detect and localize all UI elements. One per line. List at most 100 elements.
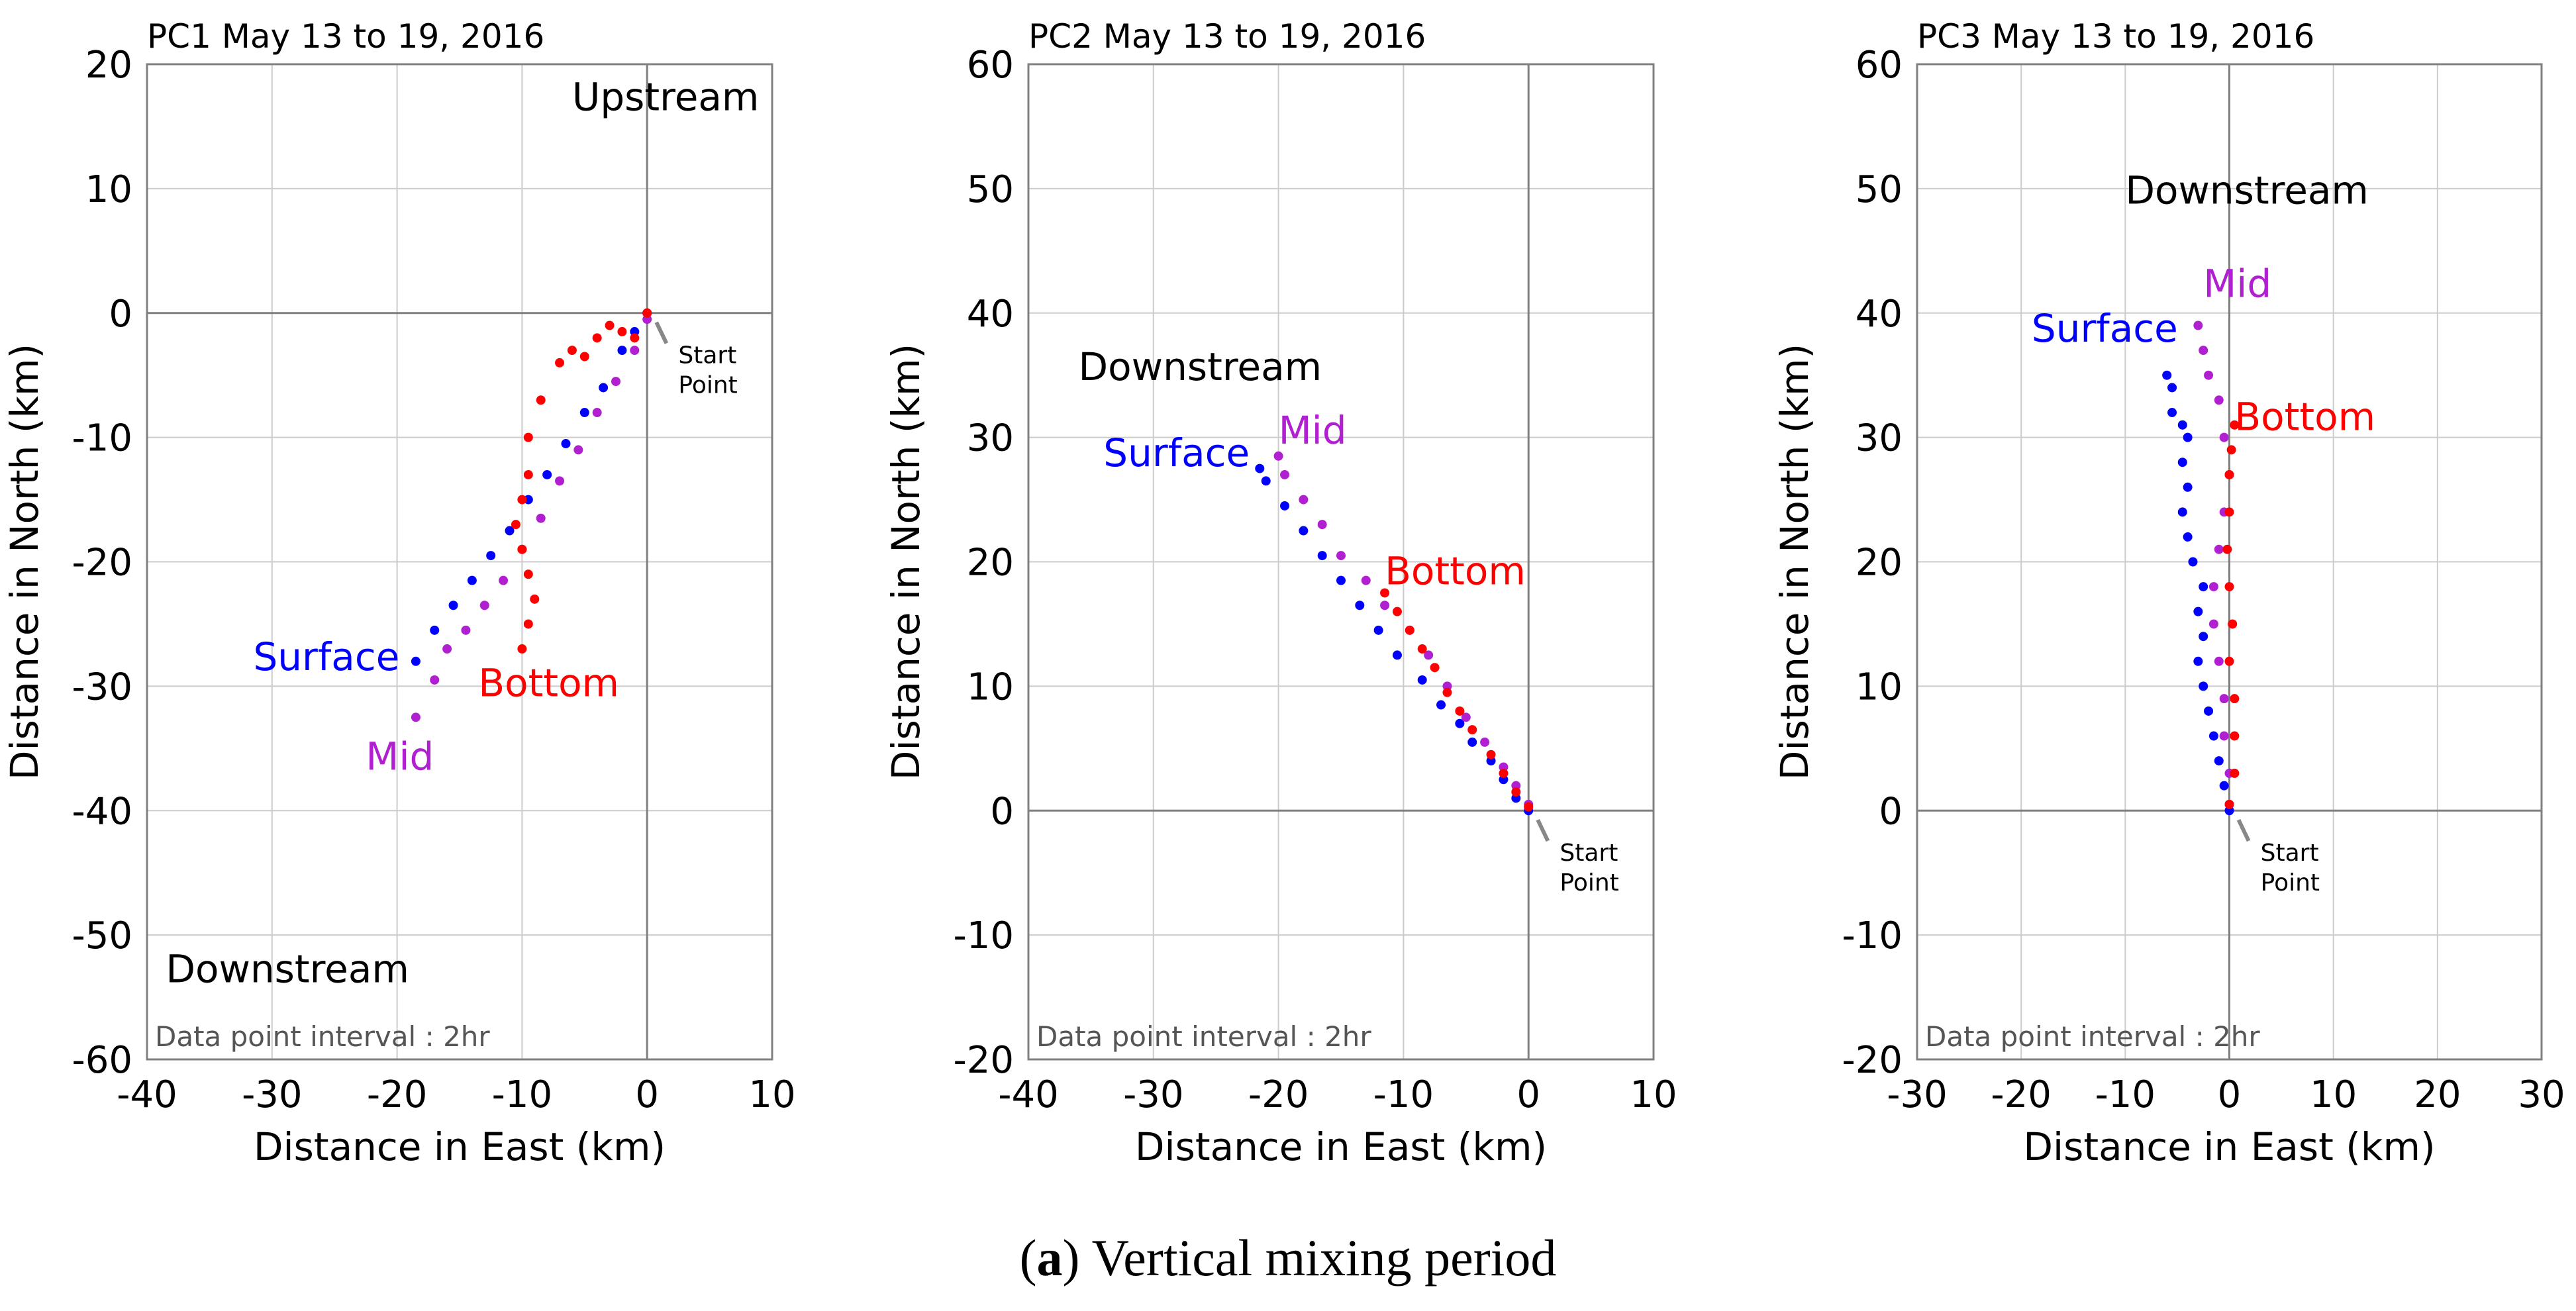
- pc3-mid-point: [2219, 731, 2229, 741]
- pc3-y-tick-label: -20: [1842, 1039, 1903, 1082]
- pc1-y-tick-label: 0: [109, 293, 132, 336]
- pc1-start-label-line2: Point: [678, 372, 737, 399]
- pc3-bottom-point: [2230, 768, 2240, 778]
- pc1-x-axis-label: Distance in East (km): [254, 1124, 666, 1169]
- pc1-bottom-point: [511, 520, 520, 530]
- pc3-bottom-series-label: Bottom: [2234, 394, 2375, 439]
- pc3-start-label-line1: Start: [2261, 840, 2319, 867]
- pc3-region-annotation: Downstream: [2125, 168, 2369, 213]
- pc2-bottom-point: [1430, 663, 1440, 673]
- pc1-y-tick-label: -20: [72, 542, 132, 585]
- pc2-surface-point: [1261, 476, 1271, 486]
- pc1-surface-point: [430, 625, 440, 635]
- pc3-start-label-line2: Point: [2261, 869, 2320, 897]
- pc1-bottom-point: [579, 352, 589, 362]
- pc3-surface-point: [2193, 656, 2203, 666]
- pc2-mid-series-label: Mid: [1279, 408, 1347, 453]
- pc2-start-label-line2: Point: [1560, 869, 1618, 897]
- pc2-surface-point: [1455, 718, 1465, 728]
- pc2-y-tick-label: 40: [967, 293, 1014, 336]
- pc3-bottom-point: [2230, 731, 2240, 741]
- pc1-x-tick-label: 0: [635, 1073, 659, 1116]
- pc3-bottom-point: [2230, 694, 2240, 704]
- pc1-interval-note: Data point interval : 2hr: [155, 1020, 490, 1053]
- pc2-y-tick-label: 10: [967, 665, 1014, 708]
- pc2-start-label-line1: Start: [1560, 840, 1618, 867]
- pc1-mid-point: [536, 513, 546, 523]
- pc2-surface-point: [1355, 601, 1365, 610]
- pc2-bottom-point: [1486, 750, 1496, 759]
- pc1-region-annotation: Downstream: [166, 947, 409, 992]
- pc2-y-axis-label: Distance in North (km): [883, 344, 928, 780]
- pc3-bottom-point: [2224, 507, 2234, 517]
- pc3-bottom-point: [2230, 420, 2240, 430]
- pc3-y-axis-label: Distance in North (km): [1772, 344, 1817, 780]
- pc3-surface-point: [2204, 706, 2214, 716]
- pc1-bottom-point: [517, 544, 527, 554]
- pc3-surface-point: [2199, 681, 2208, 691]
- pc1-bottom-point: [523, 469, 533, 479]
- pc2-mid-point: [1336, 551, 1346, 561]
- pc3-surface-point: [2183, 482, 2193, 492]
- pc2-bottom-point: [1455, 706, 1465, 716]
- pc2-x-tick-label: -30: [1123, 1073, 1183, 1116]
- pc1-bottom-point: [530, 594, 540, 604]
- pc3-x-tick-label: -20: [1991, 1073, 2051, 1116]
- pc1-surface-point: [411, 656, 421, 666]
- pc2-mid-point: [1361, 575, 1371, 585]
- pc1-mid-point: [479, 601, 489, 610]
- pc1-surface-point: [561, 439, 571, 449]
- pc1-mid-point: [499, 575, 509, 585]
- pc3-surface-point: [2193, 607, 2203, 616]
- pc1-bottom-point: [567, 346, 577, 356]
- pc3-y-tick-label: 30: [1856, 417, 1903, 460]
- pc1-surface-point: [617, 346, 627, 356]
- pc1-bottom-point: [536, 395, 546, 405]
- pc2-bottom-point: [1499, 768, 1509, 778]
- pc2-mid-point: [1273, 451, 1283, 461]
- pc2-mid-point: [1317, 520, 1327, 530]
- pc2-region-annotation: Downstream: [1079, 344, 1322, 389]
- pc1-bottom-point: [523, 432, 533, 442]
- pc3-x-tick-label: 20: [2414, 1073, 2461, 1116]
- pc2-y-tick-label: 30: [967, 417, 1014, 460]
- pc3-y-tick-label: 0: [1879, 790, 1903, 833]
- pc2-mid-point: [1480, 737, 1490, 747]
- pc2-bottom-point: [1405, 625, 1414, 635]
- pc1-plot-frame: [146, 63, 773, 1061]
- pc2-y-tick-label: 60: [967, 44, 1014, 87]
- pc2-mid-point: [1299, 495, 1309, 505]
- pc1-title: PC1 May 13 to 19, 2016: [147, 17, 544, 56]
- pc2-interval-note: Data point interval : 2hr: [1036, 1020, 1371, 1053]
- pc2-surface-point: [1280, 501, 1290, 510]
- pc2-y-tick-label: 20: [967, 542, 1014, 585]
- pc1-y-tick-label: -40: [72, 790, 132, 833]
- pc2-surface-point: [1336, 575, 1346, 585]
- pc3-surface-point: [2177, 458, 2187, 467]
- pc3-surface-point: [2214, 756, 2224, 766]
- pc1-x-tick-label: -30: [242, 1073, 302, 1116]
- pc1-y-tick-label: 10: [85, 168, 132, 211]
- pc1-bottom-series-label: Bottom: [478, 660, 619, 705]
- pc3-x-tick-label: 0: [2218, 1073, 2242, 1116]
- pc3-surface-point: [2183, 532, 2193, 542]
- pc3-x-tick-label: 10: [2310, 1073, 2357, 1116]
- pc3-bottom-point: [2228, 619, 2238, 629]
- pc1-mid-point: [592, 408, 602, 418]
- pc3-bottom-point: [2222, 544, 2232, 554]
- pc3-mid-point: [2208, 619, 2218, 629]
- pc1-region-annotation: Upstream: [572, 75, 760, 120]
- pc2-y-tick-label: -20: [954, 1039, 1014, 1082]
- pc1-mid-series-label: Mid: [366, 734, 434, 779]
- pc3-surface-series-label: Surface: [2032, 306, 2178, 351]
- pc1-surface-point: [599, 383, 609, 393]
- pc3-surface-point: [2167, 383, 2177, 393]
- pc1-bottom-point: [605, 320, 615, 330]
- pc1-surface-point: [542, 469, 552, 479]
- pc2-surface-point: [1317, 551, 1327, 561]
- pc1-y-axis-label: Distance in North (km): [2, 344, 47, 780]
- pc2-surface-point: [1373, 625, 1383, 635]
- pc3-bottom-point: [2224, 799, 2234, 809]
- pc1-mid-point: [430, 675, 440, 685]
- pc2-x-tick-label: -40: [998, 1073, 1058, 1116]
